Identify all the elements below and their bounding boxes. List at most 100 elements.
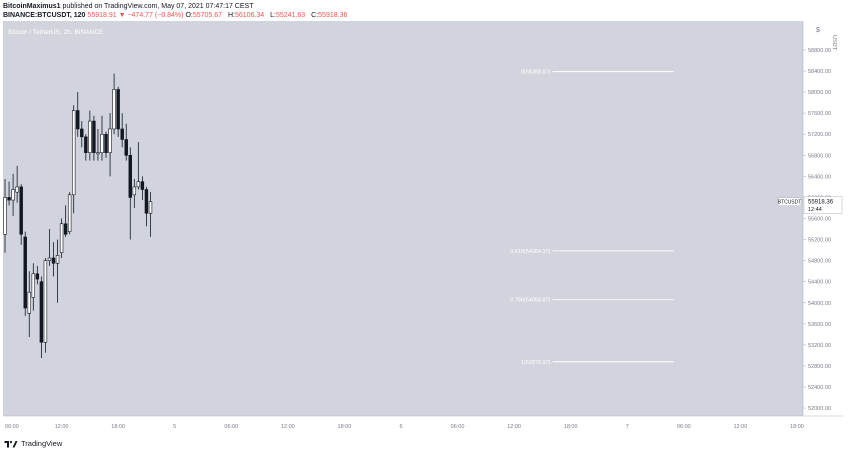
price-tag-value: 55918.36 <box>808 200 834 206</box>
candle-up <box>136 181 141 188</box>
candle-up <box>132 186 137 196</box>
currency-label: USDT <box>831 35 837 51</box>
price-tick-label: 58000.00 <box>808 90 831 96</box>
candle-down <box>39 281 44 343</box>
candle-down <box>116 89 120 130</box>
ohlc-close-key: C: <box>311 12 319 19</box>
time-tick-label: 06:00 <box>5 424 19 430</box>
time-tick-label: 12:00 <box>281 424 295 430</box>
price-tick-label: 54800.00 <box>808 259 831 265</box>
price-tick-label: 53600.00 <box>808 322 831 328</box>
candle-down <box>51 257 56 264</box>
candle-down <box>124 139 128 156</box>
price-tag-countdown: 12:44 <box>808 207 822 213</box>
candle-up <box>96 152 100 155</box>
price-tick-label: 54000.00 <box>808 301 831 307</box>
ohlc-high-key: H: <box>228 12 235 19</box>
candle-up <box>11 189 15 201</box>
dollar-badge-icon: $ <box>816 27 820 34</box>
candle-up <box>112 89 116 130</box>
price-tick-label: 55200.00 <box>808 238 831 244</box>
ohlc-low: L:55241.63 <box>270 12 309 19</box>
price-tick-label: 55600.00 <box>808 217 831 223</box>
candle-up <box>67 194 72 232</box>
price-change: ▼ −474.77 (−0.84%) <box>118 12 184 19</box>
candlestick-chart[interactable]: Bitcoin / TetherUS, 2h, BINANCE USDT $ 5… <box>3 21 843 436</box>
time-tick-label: 12:00 <box>55 424 69 430</box>
ohlc-open-key: O: <box>185 12 193 19</box>
candle-down <box>84 136 88 153</box>
price-tick-label: 57200.00 <box>808 132 831 138</box>
ohlc-open: O:55705.67 <box>185 12 226 19</box>
chart-title: Bitcoin / TetherUS, 2h, BINANCE <box>8 29 104 36</box>
candle-up <box>15 186 19 193</box>
price-tick-label: 54400.00 <box>808 280 831 286</box>
time-tick-label: 6 <box>399 424 402 430</box>
candle-up <box>71 110 76 196</box>
ohlc-high: H:56106.34 <box>228 12 268 19</box>
candle-down <box>35 273 40 280</box>
fib-level-label: 0(58388.87) <box>521 70 551 76</box>
time-tick-label: 06:00 <box>451 424 465 430</box>
publish-info: BitcoinMaximus1 published on TradingView… <box>3 3 253 10</box>
chart-frame[interactable]: Bitcoin / TetherUS, 2h, BINANCE USDT $ 5… <box>3 21 843 436</box>
price-tick-label: 57600.00 <box>808 111 831 117</box>
price-tick-label: 58400.00 <box>808 69 831 75</box>
brand-name: TradingView <box>21 439 63 448</box>
ohlc-line: BINANCE:BTCUSDT, 120 55918.91 ▼ −474.77 … <box>3 12 351 19</box>
price-axis[interactable] <box>803 21 843 416</box>
price-tick-label: 52000.00 <box>808 406 831 412</box>
author-name: BitcoinMaximus1 <box>3 3 61 10</box>
price-tag-symbol: BTCUSDT <box>778 200 802 206</box>
price-tick-label: 53200.00 <box>808 343 831 349</box>
time-tick-label: 18:00 <box>111 424 125 430</box>
candle-down <box>144 189 149 214</box>
candle-down <box>19 186 23 235</box>
fib-level-label: 1(52879.97) <box>521 360 551 366</box>
ohlc-open-value: 55705.67 <box>192 12 223 19</box>
candle-down <box>128 155 132 198</box>
candle-up <box>108 128 112 153</box>
price-tick-label: 52400.00 <box>808 385 831 391</box>
time-tick-label: 18:00 <box>564 424 578 430</box>
candle-up <box>3 197 7 235</box>
time-tick-label: 7 <box>626 424 629 430</box>
published-text: published on TradingView.com, May 07, 20… <box>62 3 254 10</box>
candle-down <box>140 181 145 190</box>
time-tick-label: 18:00 <box>790 424 804 430</box>
price-tag-box <box>803 196 843 214</box>
time-tick-label: 06:00 <box>224 424 238 430</box>
candle-up <box>59 223 64 254</box>
ohlc-close-value: 55918.36 <box>318 12 348 19</box>
time-tick-label: 12:00 <box>507 424 521 430</box>
candle-up <box>31 273 36 298</box>
footer-brand[interactable]: TradingView <box>4 439 62 448</box>
ohlc-high-value: 56106.34 <box>235 12 265 19</box>
candle-down <box>92 120 96 153</box>
candle-up <box>148 201 153 214</box>
tradingview-logo-icon <box>4 440 18 448</box>
fib-level-label: 0.786(54058.87) <box>510 298 551 304</box>
symbol-label: BINANCE:BTCUSDT, 120 <box>3 12 86 19</box>
candle-up <box>43 260 48 343</box>
plot-area[interactable] <box>3 21 803 416</box>
candle-up <box>55 255 60 264</box>
price-tag-symbol-box <box>777 197 802 206</box>
candle-down <box>76 110 80 130</box>
ohlc-low-key: L: <box>270 12 276 19</box>
time-tick-label: 18:00 <box>338 424 352 430</box>
price-tick-label: 56800.00 <box>808 153 831 159</box>
time-axis[interactable] <box>3 416 843 436</box>
candle-up <box>27 291 31 314</box>
time-tick-label: 12:00 <box>733 424 747 430</box>
price-tick-label: 58800.00 <box>808 48 831 54</box>
candle-up <box>88 120 92 153</box>
time-tick-label: 06:00 <box>677 424 691 430</box>
ohlc-close: C:55918.36 <box>311 12 351 19</box>
candle-up <box>47 257 52 261</box>
candle-down <box>120 128 124 140</box>
price-tick-label: 56400.00 <box>808 174 831 180</box>
candle-down <box>7 197 11 201</box>
time-tick-label: 5 <box>173 424 176 430</box>
price-tick-label: 52800.00 <box>808 364 831 370</box>
